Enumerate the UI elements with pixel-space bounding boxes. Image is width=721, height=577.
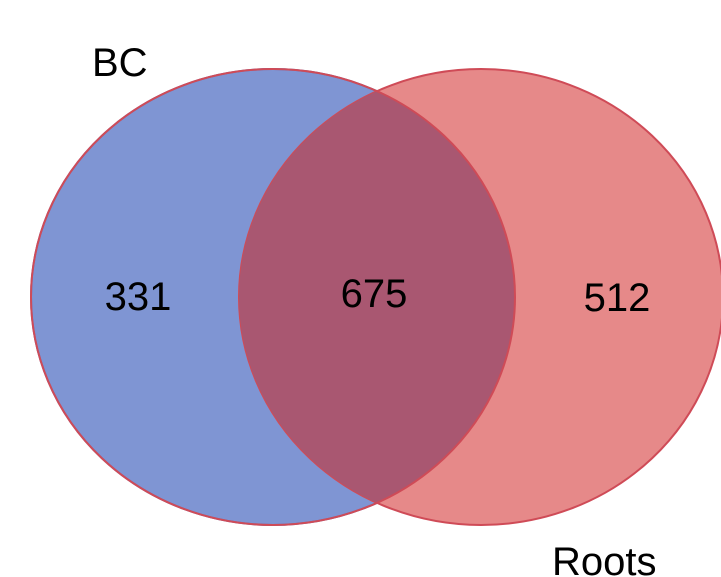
intersection-region [239, 69, 515, 525]
intersection-count: 675 [341, 272, 408, 316]
bc-only-count: 331 [105, 275, 172, 319]
bc-circle-outline [30, 68, 516, 526]
roots-only-count: 512 [584, 276, 651, 320]
bc-set-label: BC [92, 41, 148, 85]
roots-set-label: Roots [552, 540, 657, 577]
